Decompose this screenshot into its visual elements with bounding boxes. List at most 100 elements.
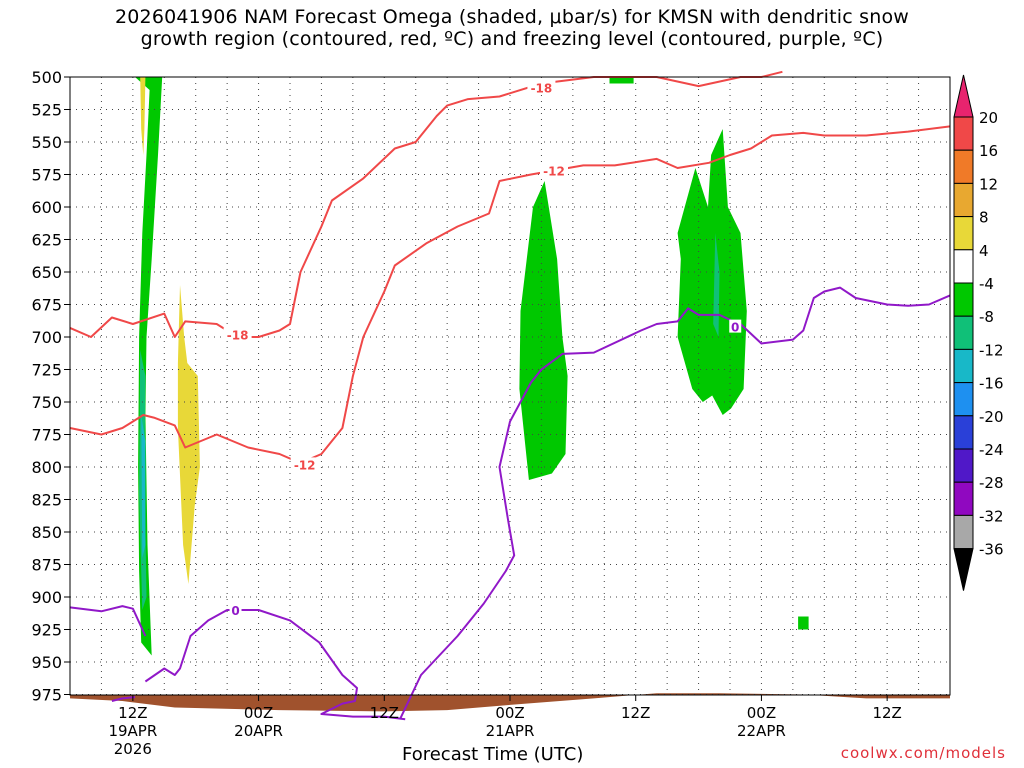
snow-growth-contour-1 xyxy=(69,125,951,465)
x-axis-label: Forecast Time (UTC) xyxy=(402,744,584,765)
freezing-level-contour-1 xyxy=(144,609,406,721)
colorbar-top-arrow xyxy=(953,74,974,118)
y-tick-label-700: 700 xyxy=(31,328,62,347)
x-tick-label-54: 12Z xyxy=(621,704,650,722)
colorbar-label-2: 12 xyxy=(979,175,998,193)
x-tick-label-30: 12Z xyxy=(370,704,399,722)
omega-region-4 xyxy=(177,285,200,584)
colorbar-label-3: 8 xyxy=(979,209,989,227)
contour-label-5: 0 xyxy=(731,321,739,335)
plot-frame xyxy=(69,76,951,696)
y-tick-label-650: 650 xyxy=(31,263,62,282)
y-tick-label-950: 950 xyxy=(31,653,62,672)
contour-layer: -18 -18 -12 -12 0 0 xyxy=(69,70,951,721)
omega-region-9 xyxy=(798,616,809,630)
colorbar-segment-7 xyxy=(953,348,974,384)
omega-region-5 xyxy=(519,181,568,480)
colorbar-segment-4 xyxy=(953,249,974,284)
terrain-layer xyxy=(70,693,950,712)
omega-region-3 xyxy=(140,77,146,155)
axes-layer: 500 525 550 575 600 625 650 675 700 725 750 775 800 8… xyxy=(31,68,951,758)
colorbar-bottom-arrow xyxy=(953,548,974,591)
contour-label-bg-0 xyxy=(223,327,252,341)
y-tick-label-900: 900 xyxy=(31,588,62,607)
credit-link[interactable]: coolwx.com/models xyxy=(840,744,1006,762)
y-tick-label-750: 750 xyxy=(31,393,62,412)
chart-title-line-1: 2026041906 NAM Forecast Omega (shaded, μ… xyxy=(114,6,910,28)
y-tick-label-875: 875 xyxy=(31,556,62,575)
freezing-level-contour-0 xyxy=(69,605,147,637)
x-tick-year-6: 2026 xyxy=(114,740,152,758)
colorbar-segment-3 xyxy=(953,216,974,251)
colorbar-segment-6 xyxy=(953,315,974,350)
chart-title: 2026041906 NAM Forecast Omega (shaded, μ… xyxy=(0,6,1024,50)
omega-region-0 xyxy=(135,77,163,656)
colorbar-segment-11 xyxy=(953,481,974,516)
y-tick-label-675: 675 xyxy=(31,296,62,315)
y-tick-label-725: 725 xyxy=(31,361,62,380)
x-tick-label-66: 00Z xyxy=(747,704,776,722)
contour-label-bg-5 xyxy=(729,319,742,333)
colorbar: 20 16 12 8 4 -4 -8 -12 -16 -20 -24 -28 -32 -36 xyxy=(953,74,1004,591)
colorbar-label-12: -32 xyxy=(979,507,1004,525)
snow-growth-contour-0 xyxy=(69,70,783,338)
colorbar-label-10: -24 xyxy=(979,441,1004,459)
y-tick-label-800: 800 xyxy=(31,458,62,477)
colorbar-label-11: -28 xyxy=(979,474,1004,492)
x-tick-label-78: 12Z xyxy=(872,704,901,722)
x-tick-label-18: 00Z xyxy=(244,704,273,722)
x-tick-date-6: 19APR xyxy=(108,722,157,740)
colorbar-segment-12 xyxy=(953,514,974,550)
colorbar-label-9: -20 xyxy=(979,408,1004,426)
omega-region-8 xyxy=(713,233,720,337)
colorbar-segment-1 xyxy=(953,149,974,184)
contour-label-3: -12 xyxy=(543,165,565,179)
colorbar-segment-2 xyxy=(953,182,974,218)
contour-label-0: -18 xyxy=(227,328,249,342)
colorbar-label-13: -36 xyxy=(979,541,1004,559)
colorbar-segment-5 xyxy=(953,282,974,317)
omega-region-2 xyxy=(141,415,146,558)
colorbar-label-8: -16 xyxy=(979,375,1004,393)
terrain-fill xyxy=(70,693,950,712)
y-tick-label-525: 525 xyxy=(31,101,62,120)
x-tick-date-18: 20APR xyxy=(234,722,283,740)
colorbar-segment-10 xyxy=(953,448,974,483)
y-tick-label-775: 775 xyxy=(31,426,62,445)
chart-title-line-2: growth region (contoured, red, ºC) and f… xyxy=(140,28,884,50)
y-tick-label-850: 850 xyxy=(31,523,62,542)
contour-label-2: -12 xyxy=(294,458,316,472)
colorbar-label-0: 20 xyxy=(979,109,998,127)
y-tick-label-825: 825 xyxy=(31,491,62,510)
y-tick-label-575: 575 xyxy=(31,166,62,185)
colorbar-label-6: -8 xyxy=(979,308,994,326)
contour-label-bg-2 xyxy=(290,457,319,471)
colorbar-label-4: 4 xyxy=(979,242,989,260)
y-tick-label-550: 550 xyxy=(31,133,62,152)
freezing-level-contour-3 xyxy=(399,286,951,720)
y-tick-label-925: 925 xyxy=(31,621,62,640)
y-tick-label-625: 625 xyxy=(31,231,62,250)
y-tick-label-600: 600 xyxy=(31,198,62,217)
grid-layer xyxy=(69,76,951,695)
y-tick-label-500: 500 xyxy=(31,68,62,87)
contour-label-1: -18 xyxy=(531,81,553,95)
colorbar-label-7: -12 xyxy=(979,341,1004,359)
colorbar-label-1: 16 xyxy=(979,142,998,160)
colorbar-label-5: -4 xyxy=(979,275,994,293)
contour-label-4: 0 xyxy=(231,604,239,618)
x-tick-label-42: 00Z xyxy=(495,704,524,722)
omega-region-6 xyxy=(609,77,634,84)
contour-label-bg-3 xyxy=(540,163,568,177)
contour-label-bg-1 xyxy=(527,80,556,94)
x-tick-label-6: 12Z xyxy=(118,704,147,722)
colorbar-segment-9 xyxy=(953,415,974,450)
x-tick-date-42: 21APR xyxy=(486,722,535,740)
x-tick-date-66: 22APR xyxy=(737,722,786,740)
freezing-level-contour-2 xyxy=(111,696,136,702)
colorbar-segment-0 xyxy=(953,116,974,151)
colorbar-segment-8 xyxy=(953,382,974,417)
contour-label-bg-4 xyxy=(229,603,242,616)
y-tick-label-975: 975 xyxy=(31,686,62,705)
